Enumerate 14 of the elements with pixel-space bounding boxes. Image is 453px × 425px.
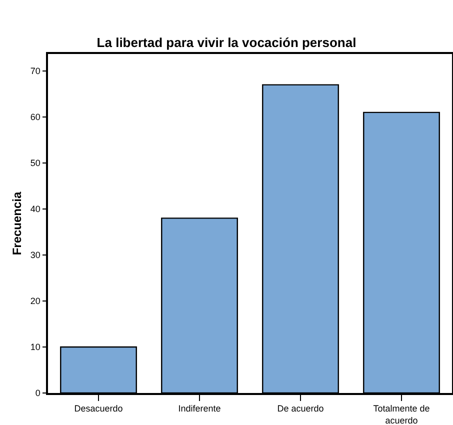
y-axis-title: Frecuencia xyxy=(10,192,24,256)
y-tick-label: 60 xyxy=(30,112,40,122)
chart-title: La libertad para vivir la vocación personal xyxy=(96,35,356,50)
y-tick-label: 0 xyxy=(35,388,40,398)
y-tick-label: 70 xyxy=(30,66,40,76)
y-tick-label: 50 xyxy=(30,158,40,168)
y-tick-label: 20 xyxy=(30,296,40,306)
x-tick-label: Indiferente xyxy=(178,404,221,414)
y-tick-label: 30 xyxy=(30,250,40,260)
x-tick-label: Totalmente de acuerdo xyxy=(373,404,430,425)
x-tick-label: De acuerdo xyxy=(277,404,324,414)
y-tick-label: 40 xyxy=(30,204,40,214)
x-tick-label: Desacuerdo xyxy=(74,404,123,414)
y-tick-label: 10 xyxy=(30,342,40,352)
